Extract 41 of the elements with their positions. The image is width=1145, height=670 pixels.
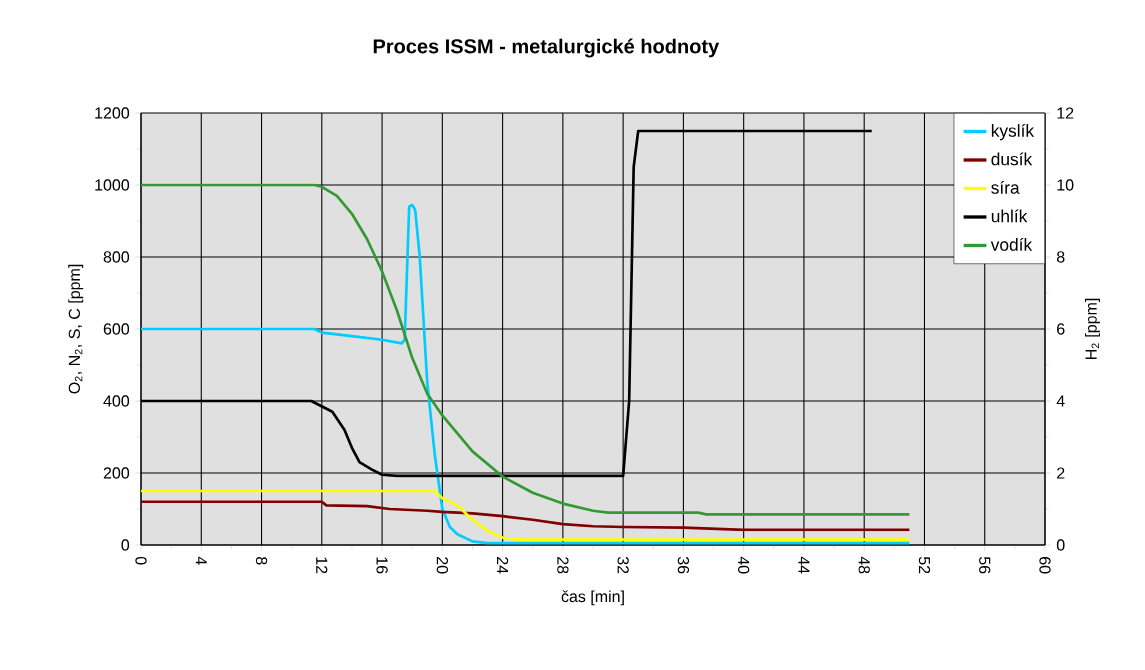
x-tick-label: 36 <box>677 556 690 574</box>
legend-label: vodík <box>990 237 1033 251</box>
legend-label: dusík <box>991 152 1033 166</box>
x-tick-label: 20 <box>436 557 448 574</box>
x-tick-label: 8 <box>255 556 268 565</box>
x-tick-label: 44 <box>798 556 810 574</box>
y-axis-title: O$_{2}$, N$_{2}$, S, C [ppm] <box>68 264 84 394</box>
y2-tick-label: 2 <box>1057 467 1065 479</box>
y2-tick-label: 10 <box>1057 179 1074 191</box>
x-tick-label: 56 <box>979 556 991 574</box>
y-tick-label: 200 <box>103 467 130 479</box>
line-series <box>141 500 911 532</box>
y2-tick-label: 6 <box>1057 323 1065 335</box>
x-tick-label: 24 <box>497 557 509 574</box>
legend-label: síra <box>991 180 1020 194</box>
legend-label: kyslík <box>991 123 1035 141</box>
x-tick-label: 4 <box>195 556 207 565</box>
x-tick-label: 16 <box>376 557 388 574</box>
y2-tick-label: 12 <box>1057 107 1074 119</box>
x-tick-label: 48 <box>858 556 870 574</box>
x-tick-label: 60 <box>1039 557 1051 574</box>
y-tick-label: 1000 <box>95 179 130 191</box>
legend-label: uhlík <box>991 209 1028 223</box>
x-tick-label: 40 <box>738 556 750 574</box>
y-tick-label: 600 <box>103 323 130 335</box>
y2-axis-title: H$_{2}$ [ppm] <box>1085 298 1100 359</box>
y-tick-label: 400 <box>103 395 130 407</box>
y2-tick-label: 4 <box>1056 395 1065 407</box>
x-tick-label: 32 <box>617 556 629 574</box>
x-tick-label: 28 <box>557 557 569 574</box>
y2-tick-label: 8 <box>1056 251 1065 263</box>
y2-tick-label: 0 <box>1056 539 1065 551</box>
y-tick-label: 0 <box>121 539 130 551</box>
x-tick-label: 52 <box>918 556 931 574</box>
x-tick-label: 12 <box>316 557 328 574</box>
x-axis-title: čas [min] <box>561 590 624 606</box>
chart-title: Proces ISSM - metalurgické hodnoty <box>373 38 720 58</box>
y-tick-label: 800 <box>103 251 130 263</box>
line-series <box>141 489 911 541</box>
y-tick-label: 1200 <box>95 107 130 119</box>
x-tick-label: 0 <box>135 556 147 565</box>
